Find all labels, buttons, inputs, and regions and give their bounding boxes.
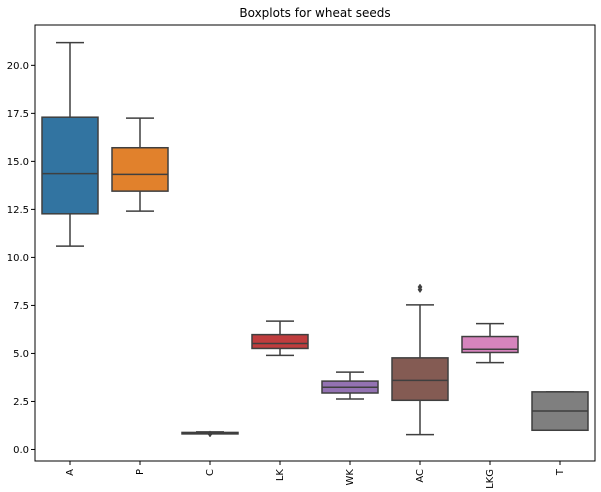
y-tick-label: 12.5 [7, 205, 29, 216]
x-tick-label: AC [415, 469, 426, 483]
box-LK [251, 333, 309, 350]
outlier-point [207, 430, 213, 438]
outlier-point [417, 283, 423, 291]
y-tick-label: 15.0 [7, 157, 29, 168]
y-tick-label: 10.0 [7, 253, 29, 264]
y-tick-label: 2.5 [13, 397, 29, 408]
x-tick-label: P [135, 469, 146, 475]
box-AC [391, 357, 449, 402]
x-tick-label: WK [345, 469, 356, 486]
plot-frame [34, 24, 596, 462]
x-tick-label: LK [275, 469, 286, 482]
box-A [41, 116, 99, 215]
y-tick-label: 7.5 [13, 301, 29, 312]
chart-title: Boxplots for wheat seeds [239, 6, 390, 20]
x-tick-label: A [65, 469, 76, 476]
plot-area: 0.0 2.5 5.0 7.5 10.0 12.5 15.0 17.5 20.0 A P C LK WK A… [7, 24, 596, 489]
x-tick-label: LKG [485, 469, 496, 489]
box-LKG [461, 335, 519, 354]
x-tick-label: C [205, 469, 216, 476]
box-P [111, 146, 169, 192]
y-tick-label: 5.0 [13, 349, 29, 360]
x-tick-label: T [555, 468, 566, 476]
y-tick-label: 0.0 [13, 445, 29, 456]
y-tick-label: 17.5 [7, 109, 29, 120]
y-tick-label: 20.0 [7, 61, 29, 72]
